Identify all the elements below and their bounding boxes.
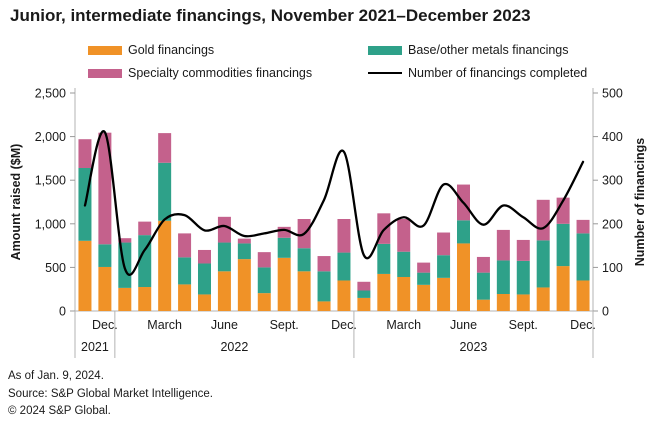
chart-footer: As of Jan. 9, 2024. Source: S&P Global M…	[8, 368, 213, 421]
svg-text:500: 500	[602, 87, 623, 101]
svg-text:Dec.: Dec.	[92, 318, 118, 332]
svg-text:March: March	[386, 318, 421, 332]
legend-item-base-metals: Base/other metals financings	[368, 43, 569, 57]
svg-text:0: 0	[59, 305, 66, 319]
svg-text:200: 200	[602, 217, 623, 231]
specialty-swatch-icon	[88, 68, 122, 78]
legend-label-specialty: Specialty commodities financings	[128, 66, 313, 80]
svg-text:Dec.: Dec.	[331, 318, 357, 332]
legend-item-line: Number of financings completed	[368, 66, 587, 80]
legend-label-base-metals: Base/other metals financings	[408, 43, 569, 57]
svg-text:300: 300	[602, 174, 623, 188]
svg-text:0: 0	[602, 305, 609, 319]
base-metals-swatch-icon	[368, 45, 402, 55]
line-swatch-icon	[368, 72, 402, 74]
svg-text:June: June	[211, 318, 238, 332]
svg-text:Dec.: Dec.	[570, 318, 596, 332]
legend-item-gold: Gold financings	[88, 43, 214, 57]
svg-text:Sept.: Sept.	[270, 318, 299, 332]
as-of-note: As of Jan. 9, 2024.	[8, 370, 104, 382]
svg-text:1,500: 1,500	[35, 174, 66, 188]
svg-text:2,000: 2,000	[35, 130, 66, 144]
svg-text:400: 400	[602, 130, 623, 144]
svg-text:2023: 2023	[460, 340, 488, 354]
svg-text:2,500: 2,500	[35, 87, 66, 101]
chart-plot: 0 500 1,000 1,500 2,000 2,500 0 100 200 300 400 500…	[9, 87, 647, 358]
copyright-note: © 2024 S&P Global.	[8, 405, 111, 417]
gold-swatch-icon	[88, 45, 122, 55]
svg-text:Sept.: Sept.	[509, 318, 538, 332]
legend-label-line: Number of financings completed	[408, 66, 588, 80]
svg-text:2022: 2022	[220, 340, 248, 354]
svg-text:1,000: 1,000	[35, 217, 66, 231]
svg-text:100: 100	[602, 261, 623, 275]
chart-title: Junior, intermediate financings, Novembe…	[10, 6, 531, 25]
svg-text:Number of financings: Number of financings	[633, 138, 647, 267]
source-note: Source: S&P Global Market Intelligence.	[8, 387, 213, 400]
svg-text:2021: 2021	[81, 340, 109, 354]
svg-text:March: March	[147, 318, 182, 332]
legend-item-specialty: Specialty commodities financings	[88, 66, 312, 80]
svg-text:500: 500	[45, 261, 66, 275]
legend-label-gold: Gold financings	[128, 43, 215, 57]
svg-text:Amount raised ($M): Amount raised ($M)	[9, 144, 23, 261]
svg-text:June: June	[450, 318, 477, 332]
